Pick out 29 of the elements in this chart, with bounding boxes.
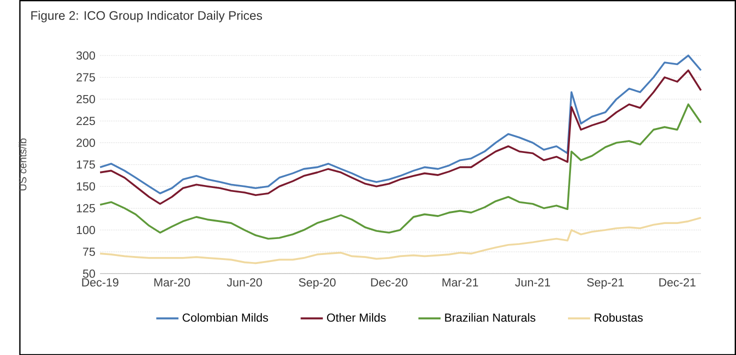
x-tick-label: Dec-20: [371, 278, 408, 286]
legend-label: Colombian Milds: [182, 312, 268, 322]
x-tick-label: Dec-19: [82, 278, 118, 286]
y-tick-label: 300: [76, 51, 96, 60]
line-series: [99, 69, 702, 205]
legend-label: Robustas: [594, 312, 643, 322]
legend-label: Brazilian Naturals: [445, 312, 536, 322]
y-tick-label: 125: [76, 204, 95, 212]
x-tick-label: Mar-20: [154, 278, 190, 286]
line-series: [99, 103, 702, 240]
y-tick-label: 175: [76, 160, 95, 168]
line-series: [99, 54, 702, 194]
y-tick-label: 200: [76, 138, 96, 147]
y-tick-label: 50: [82, 269, 96, 278]
chart-title: Figure 2: ICO Group Indicator Daily Prices: [31, 10, 262, 22]
y-tick-label: 75: [83, 248, 95, 256]
y-tick-label: 225: [76, 116, 95, 125]
y-tick-label: 275: [76, 72, 95, 82]
x-tick-label: Jun-20: [226, 278, 262, 286]
x-tick-label: Jun-21: [515, 278, 550, 286]
y-tick-label: 250: [76, 94, 96, 104]
x-tick-label: Sep-21: [587, 278, 624, 289]
y-tick-label: 150: [76, 182, 96, 190]
x-tick-label: Mar-21: [442, 278, 478, 286]
y-tick-label: 100: [76, 226, 96, 234]
y-axis-title: US cents/lb: [18, 138, 26, 190]
x-tick-label: Sep-20: [298, 278, 336, 289]
legend-label: Other Milds: [327, 312, 386, 322]
x-tick-label: Dec-21: [659, 278, 696, 286]
